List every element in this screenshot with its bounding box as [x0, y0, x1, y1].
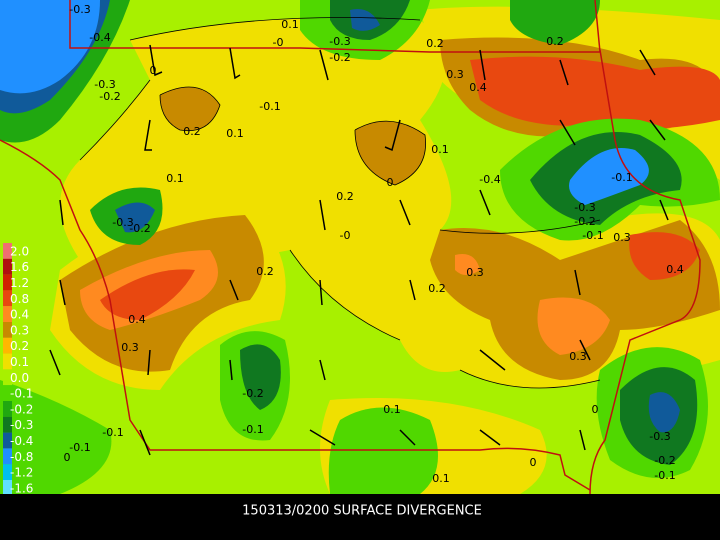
contour-label: 0.2 — [256, 265, 274, 278]
contour-label: -0 — [340, 229, 351, 242]
legend-label: -0.8 — [10, 450, 33, 464]
legend-swatch — [3, 464, 12, 480]
contour-label: -0.4 — [479, 173, 500, 186]
legend-swatch — [3, 385, 12, 401]
legend-label: -1.2 — [10, 466, 33, 480]
contour-label: 0.3 — [121, 341, 139, 354]
contour-label: -0.3 — [649, 430, 670, 443]
contour-label: -0.3 — [112, 216, 133, 229]
legend-label: 2.0 — [10, 244, 29, 258]
map-title: 150313/0200 SURFACE DIVERGENCE — [242, 504, 482, 519]
contour-label: -0.2 — [654, 454, 675, 467]
legend-label: 0.1 — [10, 355, 29, 369]
contour-label: 0.2 — [546, 35, 564, 48]
legend-label: 1.2 — [10, 276, 29, 290]
legend-label: -1.6 — [10, 481, 33, 495]
contour-label: 0 — [150, 64, 157, 77]
contour-label: -0.3 — [69, 3, 90, 16]
contour-label: -0.2 — [242, 387, 263, 400]
contour-label: 0.2 — [183, 125, 201, 138]
contour-label: -0.1 — [259, 100, 280, 113]
contour-label: -0.2 — [99, 90, 120, 103]
legend-swatch — [3, 416, 12, 433]
legend-label: -0.3 — [10, 418, 33, 432]
legend-label: -0.2 — [10, 402, 33, 416]
contour-label: 0.1 — [226, 127, 244, 140]
contour-label: -0.4 — [89, 31, 110, 44]
contour-label: 0 — [530, 456, 537, 469]
contour-label: -0.1 — [611, 171, 632, 184]
legend-swatch — [3, 353, 12, 370]
contour-label: 0.4 — [469, 81, 487, 94]
contour-label: -0.1 — [654, 469, 675, 482]
contour-label: -0 — [273, 36, 284, 49]
legend-swatch — [3, 337, 12, 354]
legend-swatch — [3, 401, 12, 417]
contour-label: 0.2 — [428, 282, 446, 295]
contour-label: -0.1 — [69, 441, 90, 454]
legend-label: 0.3 — [10, 323, 29, 337]
contour-label: 0.1 — [166, 172, 184, 185]
legend-label: 0.8 — [10, 292, 29, 306]
contour-label: 0.2 — [426, 37, 444, 50]
legend-swatch — [3, 274, 12, 291]
legend-swatch — [3, 290, 12, 307]
contour-label: 0.3 — [569, 350, 587, 363]
legend-swatch — [3, 258, 12, 275]
legend-label: 0.4 — [10, 308, 29, 322]
contour-label: 0.3 — [466, 266, 484, 279]
contour-label: 0.3 — [446, 68, 464, 81]
legend-label: -0.4 — [10, 434, 33, 448]
legend-swatch — [3, 322, 12, 338]
contour-label: 0 — [387, 176, 394, 189]
contour-label: 0.2 — [336, 190, 354, 203]
legend-swatch — [3, 369, 12, 386]
contour-label: 0.1 — [281, 18, 299, 31]
contour-label: -0.1 — [582, 229, 603, 242]
contour-label: -0.1 — [242, 423, 263, 436]
contour-label: 0.1 — [432, 472, 450, 485]
legend-swatch — [3, 448, 12, 465]
legend-swatch — [3, 480, 12, 496]
contour-labels: -0.3-0.40.1-0 -0.3-0.20.2 0.20-0.3-0.20.30… — [64, 3, 684, 485]
legend-label: 1.6 — [10, 260, 29, 274]
contour-label: -0.2 — [129, 222, 150, 235]
contour-label: 0 — [592, 403, 599, 416]
legend: 2.0 1.6 1.2 0.8 0.40.3 0.2 0.1 0.0 -0.1-0.2 -0.3 -… — [3, 243, 33, 512]
contour-label: -0.3 — [574, 201, 595, 214]
contour-label: 0.4 — [128, 313, 146, 326]
map-field — [0, 0, 720, 495]
legend-label: -0.1 — [10, 387, 33, 401]
contour-label: -0.2 — [574, 215, 595, 228]
contour-label: 0.4 — [666, 263, 684, 276]
title-bar — [0, 494, 720, 540]
legend-label: 0.2 — [10, 339, 29, 353]
legend-label: 0.0 — [10, 371, 29, 385]
legend-swatch — [3, 306, 12, 322]
contour-label: 0.3 — [613, 231, 631, 244]
contour-label: -0.3 — [94, 78, 115, 91]
contour-label: 0.1 — [383, 403, 401, 416]
contour-label: 0.1 — [431, 143, 449, 156]
legend-swatch — [3, 243, 12, 259]
contour-label: -0.2 — [329, 51, 350, 64]
contour-label: -0.3 — [329, 35, 350, 48]
contour-label: 0 — [64, 451, 71, 464]
contour-label: -0.1 — [102, 426, 123, 439]
legend-swatch — [3, 432, 12, 449]
